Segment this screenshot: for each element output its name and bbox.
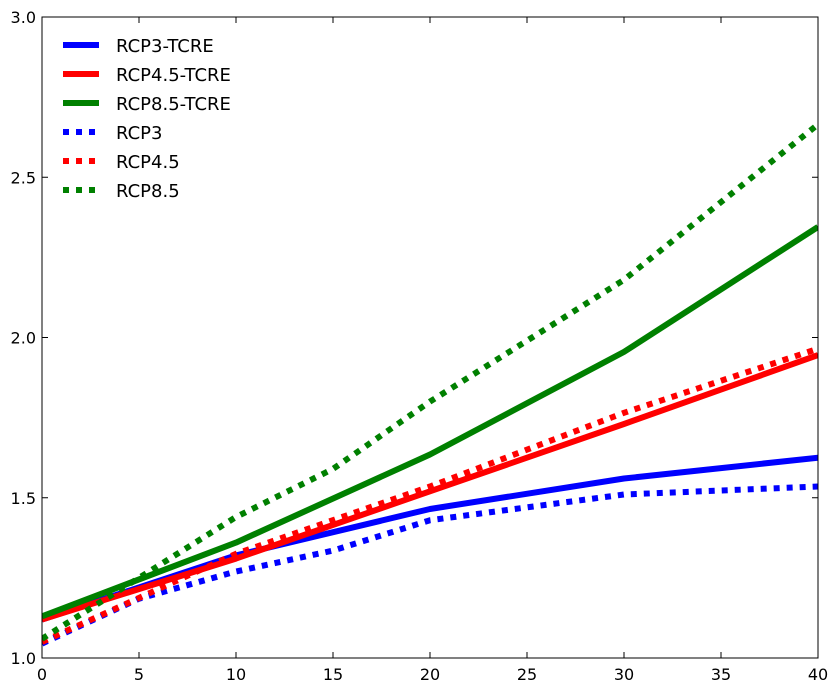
y-tick-label: 1.5 <box>11 489 36 508</box>
y-tick-label: 1.0 <box>11 649 36 668</box>
x-tick-label: 15 <box>323 665 343 684</box>
x-tick-label: 20 <box>420 665 440 684</box>
series-line-rcp4-5-tcre <box>42 352 818 623</box>
x-tick-label: 25 <box>517 665 537 684</box>
series-layer <box>42 122 818 647</box>
series-line-rcp4-5 <box>42 345 818 645</box>
x-tick-label: 40 <box>808 665 828 684</box>
series-line-rcp8-5-tcre <box>42 224 818 620</box>
legend-label: RCP8.5-TCRE <box>116 94 231 115</box>
y-tick-label: 2.0 <box>11 329 36 348</box>
y-tick-label: 3.0 <box>11 8 36 27</box>
legend-label: RCP3 <box>116 123 163 144</box>
legend-label: RCP8.5 <box>116 181 180 202</box>
x-tick-label: 35 <box>711 665 731 684</box>
x-tick-label: 10 <box>226 665 246 684</box>
x-tick-label: 5 <box>134 665 144 684</box>
legend-label: RCP4.5-TCRE <box>116 65 231 86</box>
plot-area <box>42 17 818 658</box>
legend: RCP3-TCRE RCP4.5-TCRE RCP8.5-TCRE RCP3 RCP4.… <box>63 36 231 202</box>
axis-ticks: 0 5 10 15 20 25 30 35 40 1.0 1.5 2.0 2.5 3.0 <box>11 8 829 684</box>
legend-label: RCP3-TCRE <box>116 36 214 57</box>
x-tick-label: 0 <box>37 665 47 684</box>
x-tick-label: 30 <box>614 665 634 684</box>
legend-label: RCP4.5 <box>116 152 180 173</box>
y-tick-label: 2.5 <box>11 168 36 187</box>
